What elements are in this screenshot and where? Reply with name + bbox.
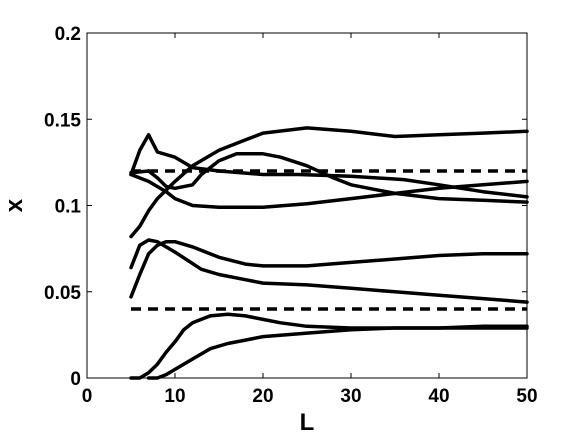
ticks-layer: 0 10 20 30 40 50 0 0.05 0.1 0.15 0.2 <box>44 24 538 407</box>
x-tick-label: 20 <box>252 386 273 407</box>
y-tick-label: 0.1 <box>55 197 82 218</box>
x-tick-label: 10 <box>164 386 185 407</box>
series-line-9 <box>129 312 529 380</box>
y-tick-label: 0.2 <box>55 24 81 45</box>
series-line-4 <box>129 126 529 239</box>
y-axis-title: x <box>1 198 28 212</box>
x-tick-label: 30 <box>340 386 361 407</box>
y-tick-label: 0 <box>70 369 81 390</box>
x-tick-label: 50 <box>516 386 537 407</box>
series-line-8 <box>129 239 529 299</box>
series-line-3 <box>129 133 529 199</box>
x-axis-title: L <box>300 409 315 436</box>
series-line-10 <box>146 324 529 380</box>
y-tick-label: 0.15 <box>44 110 81 131</box>
x-tick-label: 40 <box>428 386 449 407</box>
series-line-7 <box>129 238 529 304</box>
x-tick-label: 0 <box>82 386 93 407</box>
y-tick-label: 0.05 <box>44 283 81 304</box>
series-layer <box>129 126 529 380</box>
series-line-5 <box>129 152 529 204</box>
series-line-6 <box>129 172 529 209</box>
